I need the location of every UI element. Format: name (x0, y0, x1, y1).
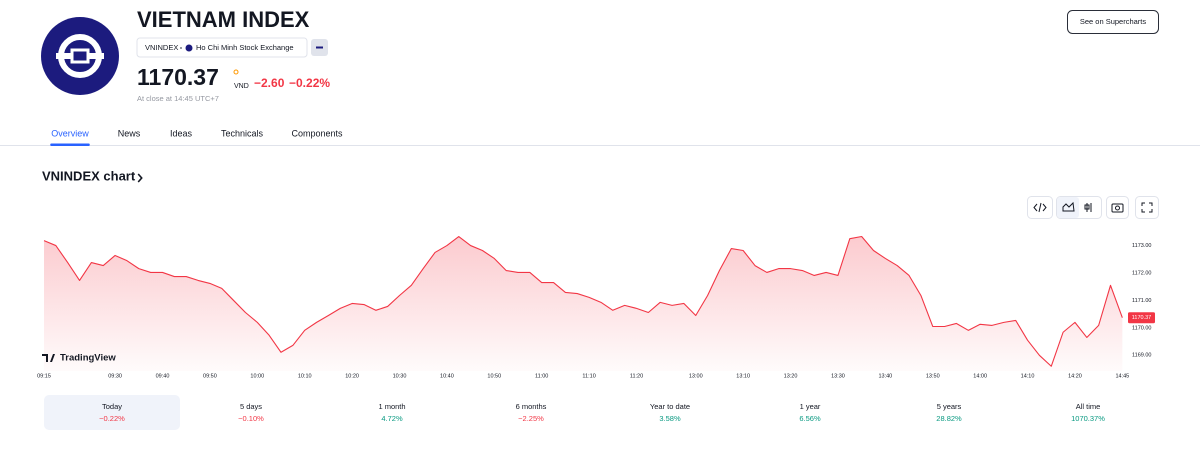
period-change[interactable]: −2.25% (518, 414, 544, 423)
period-change[interactable]: 4.72% (381, 414, 403, 423)
x-tick-label: 13:40 (878, 373, 892, 379)
x-tick-label: 14:00 (973, 373, 987, 379)
periods: Today −0.22% 5 days −0.10% 1 month 4.72% 6 mon… (44, 395, 1105, 430)
chart: 1169.00 1170.00 1171.00 1172.00 1173.00 09:15… (37, 235, 1155, 379)
tab[interactable]: Technicals (221, 128, 264, 138)
x-tick-label: 10:50 (487, 373, 501, 379)
section-title[interactable]: VNINDEX chart (42, 168, 136, 183)
x-tick-label: 09:40 (156, 373, 170, 379)
x-tick-label: 14:10 (1021, 373, 1035, 379)
period-label[interactable]: 5 years (937, 402, 962, 411)
x-tick-label: 13:00 (689, 373, 703, 379)
x-tick-label: 11:00 (535, 373, 548, 379)
y-tick-label: 1169.00 (1132, 353, 1151, 359)
screenshot-button[interactable] (1106, 196, 1129, 219)
period-label[interactable]: 1 year (800, 402, 821, 411)
price: 1170.37 (137, 64, 219, 90)
tab[interactable]: Ideas (170, 128, 193, 138)
area-style-button[interactable] (1056, 196, 1102, 219)
more-button[interactable] (311, 39, 328, 56)
market-status-icon (233, 69, 239, 75)
chart-toolbar (1027, 196, 1159, 219)
x-tick-label: 09:15 (37, 373, 51, 379)
button-label[interactable]: See on Supercharts (1080, 17, 1147, 26)
y-tick-label: 1170.00 (1132, 325, 1151, 331)
x-tick-label: 09:30 (108, 373, 122, 379)
period-label[interactable]: 5 days (240, 402, 262, 411)
tabs: Overview News Ideas Technicals Components (50, 128, 343, 146)
section-arrow[interactable] (137, 173, 143, 183)
last-price-box (1128, 312, 1155, 324)
period-label[interactable]: 1 month (378, 402, 405, 411)
watermark: TradingView (42, 353, 116, 364)
period-change[interactable]: 28.82% (936, 414, 962, 423)
x-tick-label: 11:20 (630, 373, 643, 379)
x-tick-label: 13:30 (831, 373, 845, 379)
last-price-label: 1170.37 (1132, 315, 1151, 321)
x-tick-label: 10:20 (345, 373, 359, 379)
tab[interactable]: Components (291, 128, 343, 138)
symbol: VNINDEX (145, 43, 178, 52)
x-tick-label: 10:00 (250, 373, 264, 379)
period-label[interactable]: Year to date (650, 402, 690, 411)
x-tick-label: 10:40 (440, 373, 454, 379)
price-line (43, 235, 1123, 367)
x-tick-label: 13:20 (784, 373, 798, 379)
watermark-text: TradingView (60, 353, 116, 364)
status: At close at 14:45 UTC+7 (137, 94, 219, 103)
tab-underline (50, 143, 90, 146)
exchange: Ho Chi Minh Stock Exchange (196, 43, 294, 52)
page-title: VIETNAM INDEX (137, 7, 310, 32)
period-change[interactable]: 6.56% (799, 414, 821, 423)
period-selected[interactable] (44, 395, 180, 430)
x-tick-label: 10:30 (393, 373, 407, 379)
change: −2.60 (254, 76, 285, 90)
x-tick-label: 14:45 (1115, 373, 1129, 379)
currency: VND (234, 83, 249, 90)
supercharts-button[interactable]: See on Supercharts (1067, 10, 1159, 34)
period-change[interactable]: −0.10% (238, 414, 264, 423)
change-percent: −0.22% (289, 76, 330, 90)
embed-button[interactable] (1027, 196, 1053, 219)
x-tick-label: 14:20 (1068, 373, 1082, 379)
period-label[interactable]: Today (102, 402, 122, 411)
tab[interactable]: Overview (51, 128, 89, 138)
y-tick-label: 1171.00 (1132, 298, 1151, 304)
period-label[interactable]: 6 months (516, 402, 547, 411)
period-change[interactable]: 1070.37% (1071, 414, 1105, 423)
symbol-pill: VNINDEX Ho Chi Minh Stock Exchange (136, 37, 308, 58)
y-tick-label: 1172.00 (1132, 270, 1151, 276)
period-change[interactable]: 3.58% (659, 414, 681, 423)
x-tick-label: 10:10 (298, 373, 312, 379)
period-label[interactable]: All time (1076, 402, 1101, 411)
y-tick-label: 1173.00 (1132, 243, 1151, 249)
x-tick-label: 11:10 (582, 373, 595, 379)
logo (41, 17, 119, 95)
period-change[interactable]: −0.22% (99, 414, 125, 423)
x-tick-label: 09:50 (203, 373, 217, 379)
fullscreen-button[interactable] (1135, 196, 1159, 219)
x-tick-label: 13:50 (926, 373, 940, 379)
tab[interactable]: News (118, 128, 141, 138)
x-tick-label: 13:10 (736, 373, 750, 379)
area-fill (44, 236, 1123, 371)
